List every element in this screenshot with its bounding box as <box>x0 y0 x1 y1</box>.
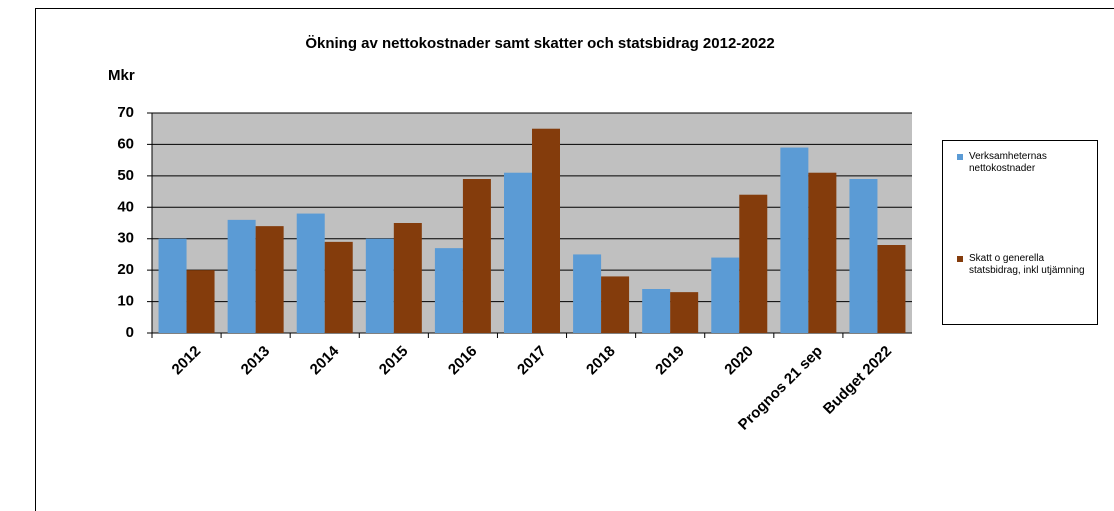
bar <box>504 172 532 333</box>
bar <box>324 241 353 333</box>
x-tick-label: 2018 <box>583 343 619 379</box>
y-tick-label: 20 <box>117 261 134 278</box>
bar <box>532 128 560 333</box>
bar <box>711 257 740 333</box>
bar <box>296 213 325 333</box>
x-tick-label: 2015 <box>376 343 412 379</box>
y-tick-label: 40 <box>117 198 134 215</box>
bar <box>227 219 256 333</box>
bar <box>642 289 671 333</box>
x-tick-label: Budget 2022 <box>820 343 895 418</box>
legend-entry: Verksamheternas nettokostnader <box>957 151 1087 175</box>
bar <box>877 245 906 333</box>
y-tick-label: 70 <box>117 104 134 121</box>
chart-title: Ökning av nettokostnader samt skatter oc… <box>305 35 774 52</box>
x-tick-label: 2013 <box>238 343 274 379</box>
bar <box>739 194 768 333</box>
y-tick-label: 50 <box>117 167 134 184</box>
legend-swatch <box>957 154 963 160</box>
bar <box>808 172 837 333</box>
legend-entry: Skatt o generella statsbidrag, inkl utjä… <box>957 253 1087 277</box>
x-tick-label: 2014 <box>307 342 343 378</box>
x-tick-label: 2012 <box>169 343 205 379</box>
x-tick-label: 2019 <box>652 343 688 379</box>
bar <box>255 226 284 333</box>
x-tick-label: 2016 <box>445 343 481 379</box>
y-axis-label: Mkr <box>108 67 135 84</box>
legend-label: Verksamheternas nettokostnader <box>969 151 1047 174</box>
legend-swatch <box>957 256 963 262</box>
y-tick-label: 30 <box>117 230 134 247</box>
bar <box>670 292 699 333</box>
legend-label: Skatt o generella statsbidrag, inkl utjä… <box>969 253 1085 276</box>
bar <box>573 254 602 333</box>
bar <box>780 147 809 333</box>
bar <box>365 238 394 333</box>
y-tick-label: 10 <box>117 293 134 310</box>
bar <box>462 179 491 333</box>
x-tick-label: 2017 <box>514 343 550 379</box>
legend: Verksamheternas nettokostnader Skatt o ge… <box>942 140 1098 325</box>
bar <box>186 270 215 333</box>
y-tick-label: 60 <box>117 135 134 152</box>
bar <box>393 223 422 333</box>
bar <box>434 248 463 333</box>
bar <box>601 276 630 333</box>
bar <box>849 179 878 333</box>
bar <box>158 238 187 333</box>
y-tick-label: 0 <box>126 324 134 341</box>
x-tick-label: 2020 <box>721 343 757 379</box>
